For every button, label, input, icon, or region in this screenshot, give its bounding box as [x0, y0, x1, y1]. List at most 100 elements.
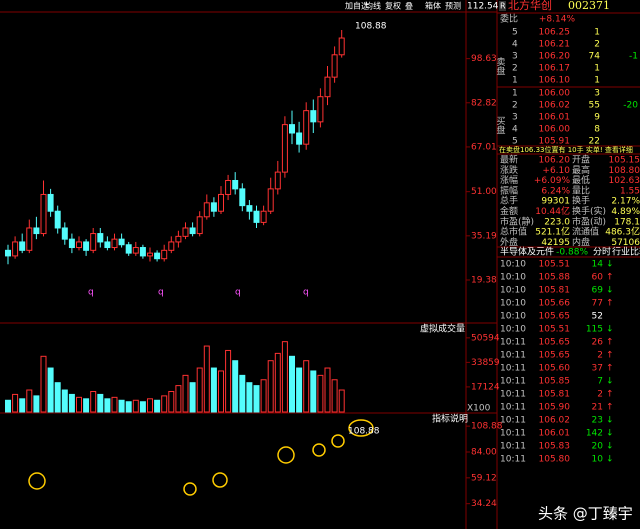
tick-volume: 26	[592, 338, 604, 348]
price: 106.01	[539, 113, 571, 123]
volume-bar	[19, 398, 26, 413]
tick-price: 105.60	[539, 364, 571, 374]
level: 3	[512, 113, 518, 123]
price: 105.91	[539, 137, 571, 147]
stat-label: 开盘	[572, 154, 590, 166]
tick-time: 10:10	[500, 286, 526, 296]
stat-label: 总手	[500, 195, 518, 207]
stat-value: 486.3亿	[605, 226, 640, 238]
volume-bar	[118, 399, 125, 413]
notice[interactable]: 在卖盘106.33位置有 10手 实单! 查看详细	[499, 145, 633, 154]
stat-value: 223.0	[544, 217, 570, 227]
tick-volume: 60	[592, 273, 604, 283]
volume: 1	[594, 28, 600, 38]
y-tick-label: 19.38	[471, 275, 497, 285]
volume: 2	[594, 40, 600, 50]
volume-bar	[317, 374, 324, 413]
tick-volume: 115	[586, 325, 603, 335]
toolbar-button[interactable]: 叠	[405, 2, 413, 11]
tick-price: 106.01	[539, 429, 571, 439]
stat-label: 换手	[572, 195, 590, 207]
indicator-title[interactable]: 指标说明	[432, 413, 468, 425]
tick-price: 105.88	[539, 273, 571, 283]
tick-price: 105.83	[539, 442, 571, 452]
stat-value: 1.55	[620, 186, 640, 196]
candle-body	[175, 235, 182, 243]
level: 5	[512, 137, 518, 147]
y-tick-label: 67.01	[471, 142, 497, 152]
change: -20	[623, 101, 638, 111]
stat-label: 外盘	[500, 236, 518, 248]
annotation-circles	[28, 419, 374, 496]
tick-direction: ↑	[606, 364, 614, 374]
tick-time: 10:11	[500, 442, 526, 452]
tick-time: 10:10	[500, 312, 526, 322]
candle-body	[168, 241, 175, 251]
volume-bar	[338, 389, 345, 413]
tick-volume: 2	[597, 390, 603, 400]
volume: 8	[594, 125, 600, 135]
candle-body	[253, 210, 260, 223]
candle-body	[147, 252, 153, 257]
y-tick-label: 34.24	[471, 499, 497, 509]
price: 106.20	[539, 52, 571, 62]
tick-time: 10:11	[500, 429, 526, 439]
price: 106.25	[539, 28, 571, 38]
tick-direction: ↑	[606, 351, 614, 361]
candle-body	[139, 247, 146, 257]
y-tick-label: 108.88	[471, 422, 503, 432]
tick-price: 106.02	[539, 416, 571, 426]
stat-value: 4.89%	[611, 207, 640, 217]
candle-body	[76, 241, 82, 249]
candle-body	[47, 193, 54, 212]
volume-bar	[274, 352, 281, 413]
candle-body	[310, 110, 317, 123]
volume-bar	[47, 367, 54, 413]
volume-bar	[260, 379, 267, 413]
stat-value: 42195	[541, 238, 570, 248]
tick-price: 105.65	[539, 351, 571, 361]
level: 4	[512, 125, 518, 135]
candle-body	[182, 227, 189, 237]
toolbar-button[interactable]: 加自选	[345, 1, 369, 11]
stat-label: 量比	[572, 184, 590, 196]
tick-price: 105.51	[539, 260, 571, 270]
stat-value: +6.09%	[534, 176, 571, 186]
sector-tab[interactable]: 行业比较	[612, 246, 640, 258]
tick-price: 105.81	[539, 286, 571, 296]
level: 3	[512, 52, 518, 62]
toolbar-button[interactable]: 预测	[445, 1, 461, 11]
tick-direction: ↓	[606, 260, 614, 270]
change: -1	[629, 52, 638, 62]
tick-volume: 21	[592, 403, 603, 413]
candle-body	[189, 227, 196, 235]
volume: 55	[589, 101, 600, 111]
tick-time: 10:11	[500, 377, 526, 387]
candle-body	[317, 96, 324, 123]
marker: q	[158, 288, 164, 298]
toolbar-button[interactable]: 复权	[385, 1, 401, 11]
toolbar-button[interactable]: 均线	[365, 1, 381, 11]
sector-name: 半导体及元件	[500, 246, 554, 258]
tick-direction: ↑	[606, 403, 614, 413]
tick-price: 105.65	[539, 312, 571, 322]
volume-bar	[189, 382, 196, 413]
tick-volume: 7	[597, 377, 603, 387]
tick-time: 10:10	[500, 325, 526, 335]
toolbar-button[interactable]: 箱体	[425, 1, 441, 11]
tick-time: 10:11	[500, 338, 526, 348]
tick-time: 10:11	[500, 364, 526, 374]
y-tick-label: 35.19	[471, 231, 497, 241]
sector-tab[interactable]: 分时	[593, 246, 611, 258]
price-tag: 112.54	[467, 2, 499, 12]
stat-value: 2.17%	[611, 197, 640, 207]
tick-price: 105.85	[539, 377, 571, 387]
volume-bar	[26, 389, 33, 413]
volume-bar	[210, 367, 217, 413]
volume: 1	[594, 76, 600, 86]
volume-bar	[246, 382, 253, 413]
tick-time: 10:10	[500, 260, 526, 270]
candle-body	[12, 241, 19, 257]
stat-label: 流通值	[572, 226, 599, 238]
